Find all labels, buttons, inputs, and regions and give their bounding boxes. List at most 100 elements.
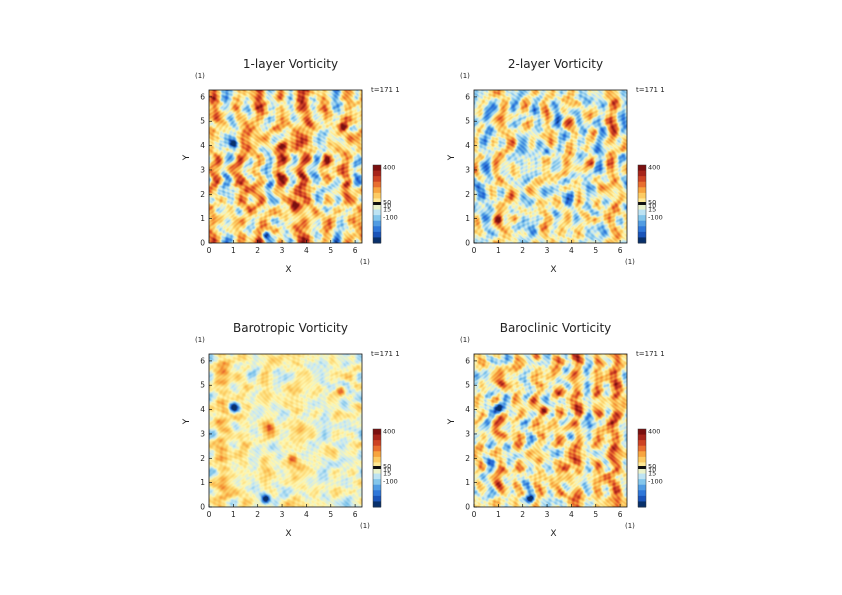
x-unit-label: (1) bbox=[360, 522, 370, 530]
chart-title: 1-layer Vorticity bbox=[243, 57, 338, 71]
x-tick-label: 3 bbox=[280, 246, 285, 255]
panel-1-layer-vorticity: 1-layer Vorticity (1) t=171 1 0 1 2 3 4 5 6 0 1 2 3 4 5… bbox=[182, 57, 400, 275]
colorbar-swatch bbox=[638, 479, 646, 486]
y-tick-label: 4 bbox=[200, 141, 205, 150]
vorticity-heatmap bbox=[209, 90, 362, 243]
colorbar-swatch bbox=[373, 187, 381, 194]
y-tick-label: 0 bbox=[465, 503, 470, 512]
colorbar-swatch bbox=[373, 473, 381, 480]
colorbar-zero-band bbox=[638, 466, 646, 469]
y-tick-label: 3 bbox=[465, 165, 470, 174]
colorbar-swatch bbox=[373, 215, 381, 222]
y-axis-label: Y bbox=[447, 154, 457, 161]
x-axis-label: X bbox=[550, 529, 556, 539]
colorbar-label: -100 bbox=[383, 478, 398, 486]
x-tick-label: 3 bbox=[545, 510, 550, 519]
y-tick-label: 5 bbox=[200, 381, 205, 390]
x-tick-label: 5 bbox=[593, 246, 598, 255]
colorbar-label: -100 bbox=[648, 478, 663, 486]
colorbar-swatch bbox=[638, 192, 646, 199]
colorbar-swatch bbox=[373, 445, 381, 452]
colorbar-swatch bbox=[638, 237, 646, 244]
colorbar-swatch bbox=[373, 456, 381, 463]
panel-2-layer-vorticity: 2-layer Vorticity (1) t=171 1 0 1 2 3 4 5 6 0 1 2 3 4 5… bbox=[447, 57, 665, 275]
colorbar-frame bbox=[637, 428, 647, 508]
colorbar-swatch bbox=[638, 231, 646, 238]
colorbar-swatch bbox=[373, 209, 381, 216]
y-tick-label: 4 bbox=[465, 405, 470, 414]
colorbar-swatch bbox=[373, 181, 381, 188]
y-tick-label: 4 bbox=[200, 405, 205, 414]
x-tick-label: 2 bbox=[255, 510, 260, 519]
colorbar-label: 15 bbox=[383, 206, 391, 214]
panel-baroclinic-vorticity: Baroclinic Vorticity (1) t=171 1 0 1 2 3 4 5 6 0 1 2… bbox=[447, 321, 665, 539]
y-tick-label: 0 bbox=[200, 239, 205, 248]
colorbar-swatch bbox=[638, 484, 646, 491]
x-tick-label: 4 bbox=[304, 510, 309, 519]
colorbar-swatch bbox=[638, 209, 646, 216]
x-tick-label: 4 bbox=[569, 246, 574, 255]
colorbar-swatch bbox=[373, 440, 381, 447]
colorbar-swatch bbox=[638, 462, 646, 469]
colorbar-swatch bbox=[638, 220, 646, 227]
colorbar-swatch bbox=[638, 204, 646, 211]
colorbar-label: -100 bbox=[648, 214, 663, 222]
colorbar-label: 50 bbox=[383, 199, 391, 207]
colorbar-zero-band bbox=[373, 466, 381, 469]
time-label: t=171 1 bbox=[636, 350, 665, 358]
x-unit-label: (1) bbox=[625, 258, 635, 266]
x-tick-label: 0 bbox=[207, 246, 212, 255]
colorbar-label: 400 bbox=[383, 164, 395, 172]
colorbar-swatch bbox=[638, 215, 646, 222]
colorbar-label: 50 bbox=[648, 463, 656, 471]
colorbar-label: 15 bbox=[383, 470, 391, 478]
colorbar-swatch bbox=[373, 192, 381, 199]
colorbar-label: 10 bbox=[383, 202, 391, 210]
x-tick-label: 3 bbox=[280, 510, 285, 519]
colorbar-label: -100 bbox=[383, 214, 398, 222]
y-tick-label: 5 bbox=[200, 117, 205, 126]
colorbar-swatch bbox=[638, 429, 646, 436]
colorbar-swatch bbox=[373, 468, 381, 475]
colorbar-label: 400 bbox=[648, 164, 660, 172]
x-tick-label: 5 bbox=[328, 510, 333, 519]
colorbar-swatch bbox=[638, 226, 646, 233]
colorbar-swatch bbox=[638, 451, 646, 458]
x-tick-label: 1 bbox=[231, 510, 236, 519]
y-unit-label: (1) bbox=[460, 72, 470, 80]
colorbar-swatch bbox=[638, 176, 646, 183]
colorbar-swatch bbox=[638, 490, 646, 497]
y-tick-label: 5 bbox=[465, 117, 470, 126]
plot-frame bbox=[473, 353, 628, 508]
x-unit-label: (1) bbox=[360, 258, 370, 266]
plot-frame bbox=[208, 353, 363, 508]
x-tick-label: 2 bbox=[255, 246, 260, 255]
panel-barotropic-vorticity: Barotropic Vorticity (1) t=171 1 0 1 2 3 4 5 6 0 1 2… bbox=[182, 321, 400, 539]
colorbar-label: 400 bbox=[383, 428, 395, 436]
colorbar-swatch bbox=[373, 237, 381, 244]
chart-title: Baroclinic Vorticity bbox=[500, 321, 612, 335]
time-label: t=171 1 bbox=[636, 86, 665, 94]
time-label: t=171 1 bbox=[371, 350, 400, 358]
y-tick-label: 1 bbox=[465, 478, 470, 487]
x-unit-label: (1) bbox=[625, 522, 635, 530]
vorticity-heatmap bbox=[474, 354, 627, 507]
y-axis-label: Y bbox=[182, 418, 192, 425]
colorbar-swatch bbox=[373, 220, 381, 227]
y-tick-label: 2 bbox=[200, 454, 205, 463]
colorbar-swatch bbox=[638, 495, 646, 502]
x-tick-label: 4 bbox=[304, 246, 309, 255]
x-tick-label: 6 bbox=[353, 510, 358, 519]
y-tick-label: 3 bbox=[200, 429, 205, 438]
chart-title: Barotropic Vorticity bbox=[233, 321, 348, 335]
y-unit-label: (1) bbox=[460, 336, 470, 344]
y-tick-label: 5 bbox=[465, 381, 470, 390]
colorbar-swatch bbox=[373, 484, 381, 491]
x-tick-label: 0 bbox=[472, 510, 477, 519]
colorbar-swatch bbox=[373, 165, 381, 172]
y-tick-label: 2 bbox=[200, 190, 205, 199]
x-tick-label: 5 bbox=[593, 510, 598, 519]
colorbar-swatch bbox=[373, 170, 381, 177]
